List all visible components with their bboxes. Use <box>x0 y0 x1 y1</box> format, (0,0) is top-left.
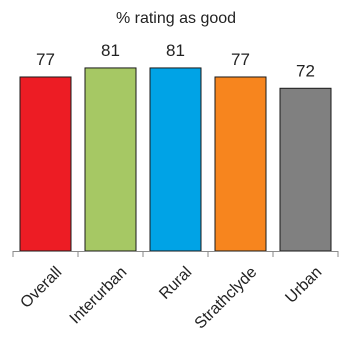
chart-title: % rating as good <box>116 10 236 27</box>
bar-rural <box>149 67 202 252</box>
x-tick-label-strathclyde: Strathclyde <box>192 264 261 333</box>
bar-urban <box>279 87 332 252</box>
bar-interurban <box>84 67 137 252</box>
bar-overall <box>19 76 72 252</box>
data-label-rural: 81 <box>166 41 185 60</box>
x-ticks-layer <box>12 251 339 257</box>
bars-layer <box>19 67 332 252</box>
data-label-urban: 72 <box>296 61 315 80</box>
bar-strathclyde <box>214 76 267 252</box>
x-tick-label-interurban: Interurban <box>67 264 131 328</box>
x-tick-label-rural: Rural <box>156 264 195 303</box>
data-label-overall: 77 <box>36 50 55 69</box>
x-tick-label-overall: Overall <box>17 264 65 312</box>
data-label-strathclyde: 77 <box>231 50 250 69</box>
x-tick-label-urban: Urban <box>282 264 325 307</box>
data-label-interurban: 81 <box>101 41 120 60</box>
data-labels-layer: 77 81 81 77 72 <box>36 41 315 80</box>
